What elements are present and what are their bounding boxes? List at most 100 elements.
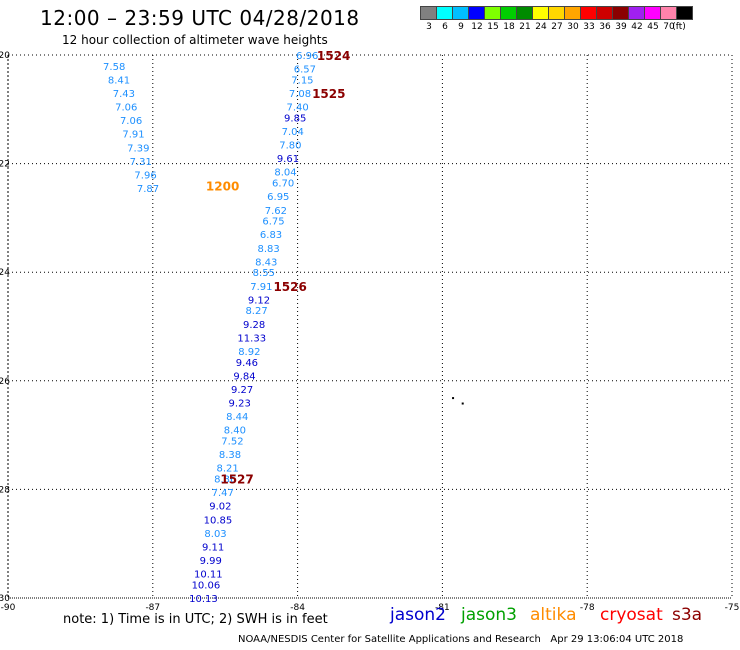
wave-height-value: 7.87 bbox=[137, 184, 159, 195]
legend-label: 45 bbox=[647, 22, 659, 32]
legend-label: 6 bbox=[442, 22, 448, 32]
satellite-name: s3a bbox=[672, 605, 703, 625]
wave-height-value: 9.11 bbox=[202, 542, 224, 553]
legend-label: 18 bbox=[503, 22, 515, 32]
wave-height-value: 8.83 bbox=[258, 244, 280, 255]
legend-swatch bbox=[676, 6, 693, 20]
wave-height-value: 7.04 bbox=[282, 127, 304, 138]
island-mark bbox=[452, 397, 455, 400]
legend-label: 3 bbox=[426, 22, 432, 32]
legend-swatches bbox=[420, 6, 693, 20]
legend-label: 9 bbox=[458, 22, 464, 32]
wave-height-value: 7.39 bbox=[127, 143, 149, 154]
credit-timestamp: Apr 29 13:06:04 UTC 2018 bbox=[550, 634, 684, 645]
wave-height-value: 7.47 bbox=[212, 488, 234, 499]
wave-height-value: 6.70 bbox=[272, 179, 294, 190]
wave-height-value: 7.96 bbox=[134, 170, 156, 181]
wave-height-value: 6.96 bbox=[296, 51, 318, 62]
page-title: 12:00 – 23:59 UTC 04/28/2018 bbox=[40, 6, 360, 30]
wave-height-value: 10.13 bbox=[189, 594, 218, 605]
wave-height-value: 9.12 bbox=[248, 295, 270, 306]
satellite-name: cryosat bbox=[600, 605, 663, 625]
wave-height-value: 7.80 bbox=[279, 141, 301, 152]
legend-label: 70 bbox=[663, 22, 675, 32]
lon-tick-label: -75 bbox=[725, 603, 740, 613]
wave-height-value: 9.27 bbox=[231, 385, 253, 396]
wave-height-value: 7.06 bbox=[120, 116, 142, 127]
wave-height-value: 7.62 bbox=[265, 206, 287, 217]
legend-unit: (ft) bbox=[672, 22, 686, 32]
legend-label: 30 bbox=[567, 22, 579, 32]
wave-height-value: 8.55 bbox=[253, 268, 275, 279]
lat-tick-label: -26 bbox=[0, 377, 10, 387]
track-time-label: 1200 bbox=[206, 179, 239, 193]
legend-label: 42 bbox=[631, 22, 643, 32]
lon-tick-label: -81 bbox=[435, 603, 450, 613]
wave-height-value: 8.21 bbox=[216, 464, 238, 475]
wave-height-value: 11.33 bbox=[237, 333, 266, 344]
credit-text: NOAA/NESDIS Center for Satellite Applica… bbox=[238, 634, 541, 645]
wave-height-value: 9.84 bbox=[233, 371, 255, 382]
wave-height-value: 8.04 bbox=[274, 168, 296, 179]
island-mark bbox=[461, 402, 464, 405]
lat-tick-label: -20 bbox=[0, 51, 10, 61]
wave-height-value: 8.41 bbox=[108, 75, 130, 86]
satellite-name: altika bbox=[530, 605, 577, 625]
wave-height-value: 8.43 bbox=[255, 257, 277, 268]
wave-height-value: 7.31 bbox=[130, 157, 152, 168]
wave-height-value: 7.40 bbox=[286, 103, 308, 114]
satellite-name: jason3 bbox=[461, 605, 517, 625]
wave-height-value: 8.92 bbox=[238, 347, 260, 358]
lat-tick-label: -22 bbox=[0, 160, 10, 170]
legend-label: 15 bbox=[487, 22, 499, 32]
lat-tick-label: -30 bbox=[0, 594, 10, 604]
wave-height-value: 6.57 bbox=[294, 65, 316, 76]
satellite-name: jason2 bbox=[390, 605, 446, 625]
wave-height-value: 7.08 bbox=[289, 89, 311, 100]
wave-height-value: 9.61 bbox=[277, 154, 299, 165]
wave-height-value: 8.44 bbox=[226, 412, 248, 423]
legend-labels: 3 6 9 12 15 18 21 24 27 30 33 36 39 42 45 70 (ft) bbox=[420, 22, 692, 34]
wave-height-value: 10.11 bbox=[194, 570, 223, 581]
legend-label: 27 bbox=[551, 22, 563, 32]
legend-label: 24 bbox=[535, 22, 547, 32]
lat-tick-label: -24 bbox=[0, 268, 10, 278]
wave-height-value: 7.06 bbox=[115, 103, 137, 114]
wave-height-value: 7.91 bbox=[250, 282, 272, 293]
map-frame bbox=[7, 54, 733, 599]
lon-tick-label: -84 bbox=[290, 603, 305, 613]
legend-label: 39 bbox=[615, 22, 627, 32]
wave-height-value: 7.58 bbox=[103, 62, 125, 73]
track-time-label: 1527 bbox=[220, 473, 253, 487]
wave-height-value: 8.38 bbox=[219, 450, 241, 461]
track-time-label: 1525 bbox=[312, 87, 345, 101]
lon-tick-label: -78 bbox=[580, 603, 595, 613]
wave-height-value: 9.02 bbox=[209, 502, 231, 513]
lon-tick-label: -90 bbox=[1, 603, 16, 613]
wave-height-value: 9.23 bbox=[229, 399, 251, 410]
lon-tick-label: -87 bbox=[145, 603, 160, 613]
legend-label: 33 bbox=[583, 22, 595, 32]
wave-height-value: 8.03 bbox=[204, 529, 226, 540]
footer-credit: NOAA/NESDIS Center for Satellite Applica… bbox=[238, 634, 683, 645]
legend-label: 36 bbox=[599, 22, 611, 32]
wave-height-value: 8.27 bbox=[245, 306, 267, 317]
wave-height-value: 7.43 bbox=[113, 89, 135, 100]
wave-height-value: 9.46 bbox=[236, 358, 258, 369]
wave-height-value: 8.36 bbox=[214, 475, 236, 486]
track-time-label: 1526 bbox=[273, 280, 306, 294]
footer-note: note: 1) Time is in UTC; 2) SWH is in fe… bbox=[63, 612, 328, 627]
wave-height-legend: 3 6 9 12 15 18 21 24 27 30 33 36 39 42 45 70 (ft) bbox=[420, 6, 693, 34]
legend-label: 21 bbox=[519, 22, 531, 32]
wave-height-value: 9.85 bbox=[284, 113, 306, 124]
legend-label: 12 bbox=[471, 22, 483, 32]
wave-height-value: 7.91 bbox=[122, 130, 144, 141]
wave-height-value: 10.06 bbox=[192, 580, 221, 591]
wave-height-value: 6.83 bbox=[260, 230, 282, 241]
wave-height-value: 6.75 bbox=[262, 217, 284, 228]
wave-height-value: 7.15 bbox=[291, 75, 313, 86]
wave-height-value: 9.28 bbox=[243, 320, 265, 331]
track-time-label: 1524 bbox=[317, 49, 350, 63]
